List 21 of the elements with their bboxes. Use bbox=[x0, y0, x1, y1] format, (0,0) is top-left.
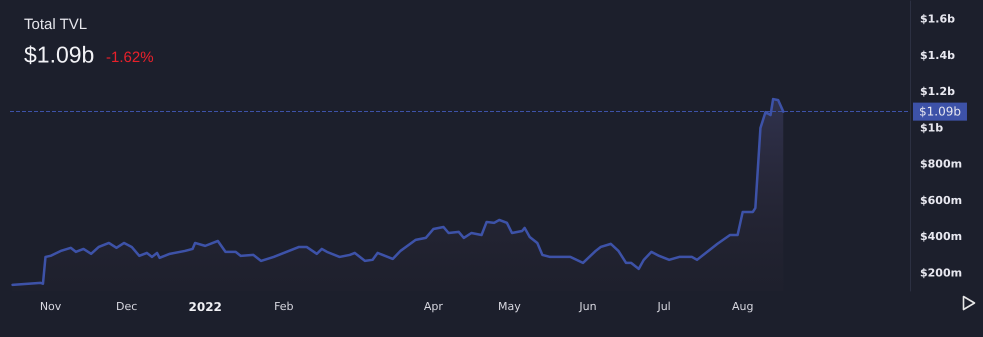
y-tick-label: $800m bbox=[920, 158, 962, 171]
y-tick-label: $600m bbox=[920, 194, 962, 207]
x-tick-label: 2022 bbox=[188, 300, 222, 314]
x-tick-label: Dec bbox=[116, 300, 138, 313]
ref-line-label: $1.09b bbox=[919, 104, 961, 119]
x-tick-label: Feb bbox=[274, 300, 294, 313]
text: $1.09b bbox=[24, 42, 94, 68]
x-tick-label: Jun bbox=[578, 300, 597, 313]
x-tick-label: Nov bbox=[40, 300, 62, 313]
text: Total TVL bbox=[24, 16, 88, 33]
x-tick-label: May bbox=[498, 300, 522, 313]
y-tick-label: $1.4b bbox=[920, 48, 956, 62]
y-tick-label: $1.2b bbox=[920, 85, 956, 98]
x-tick-label: Apr bbox=[424, 300, 444, 313]
y-tick-label: $400m bbox=[920, 230, 962, 244]
y-tick-label: $200m bbox=[920, 266, 962, 280]
y-tick-label: $1b bbox=[920, 121, 944, 134]
x-tick-label: Aug bbox=[732, 300, 754, 313]
x-tick-label: Jul bbox=[656, 300, 671, 313]
y-tick-label: $1.6b bbox=[920, 12, 956, 26]
annotation: -1.62% bbox=[106, 49, 154, 66]
